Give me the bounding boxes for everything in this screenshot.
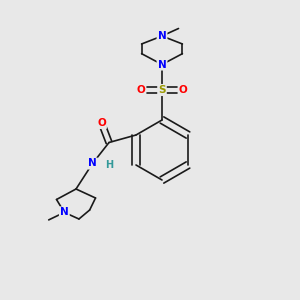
Text: N: N: [88, 158, 97, 169]
Text: N: N: [60, 207, 69, 218]
Text: O: O: [136, 85, 146, 95]
Text: N: N: [158, 31, 166, 41]
Text: H: H: [105, 160, 113, 170]
Text: O: O: [97, 118, 106, 128]
Text: N: N: [158, 59, 166, 70]
Text: O: O: [178, 85, 188, 95]
Text: S: S: [158, 85, 166, 95]
